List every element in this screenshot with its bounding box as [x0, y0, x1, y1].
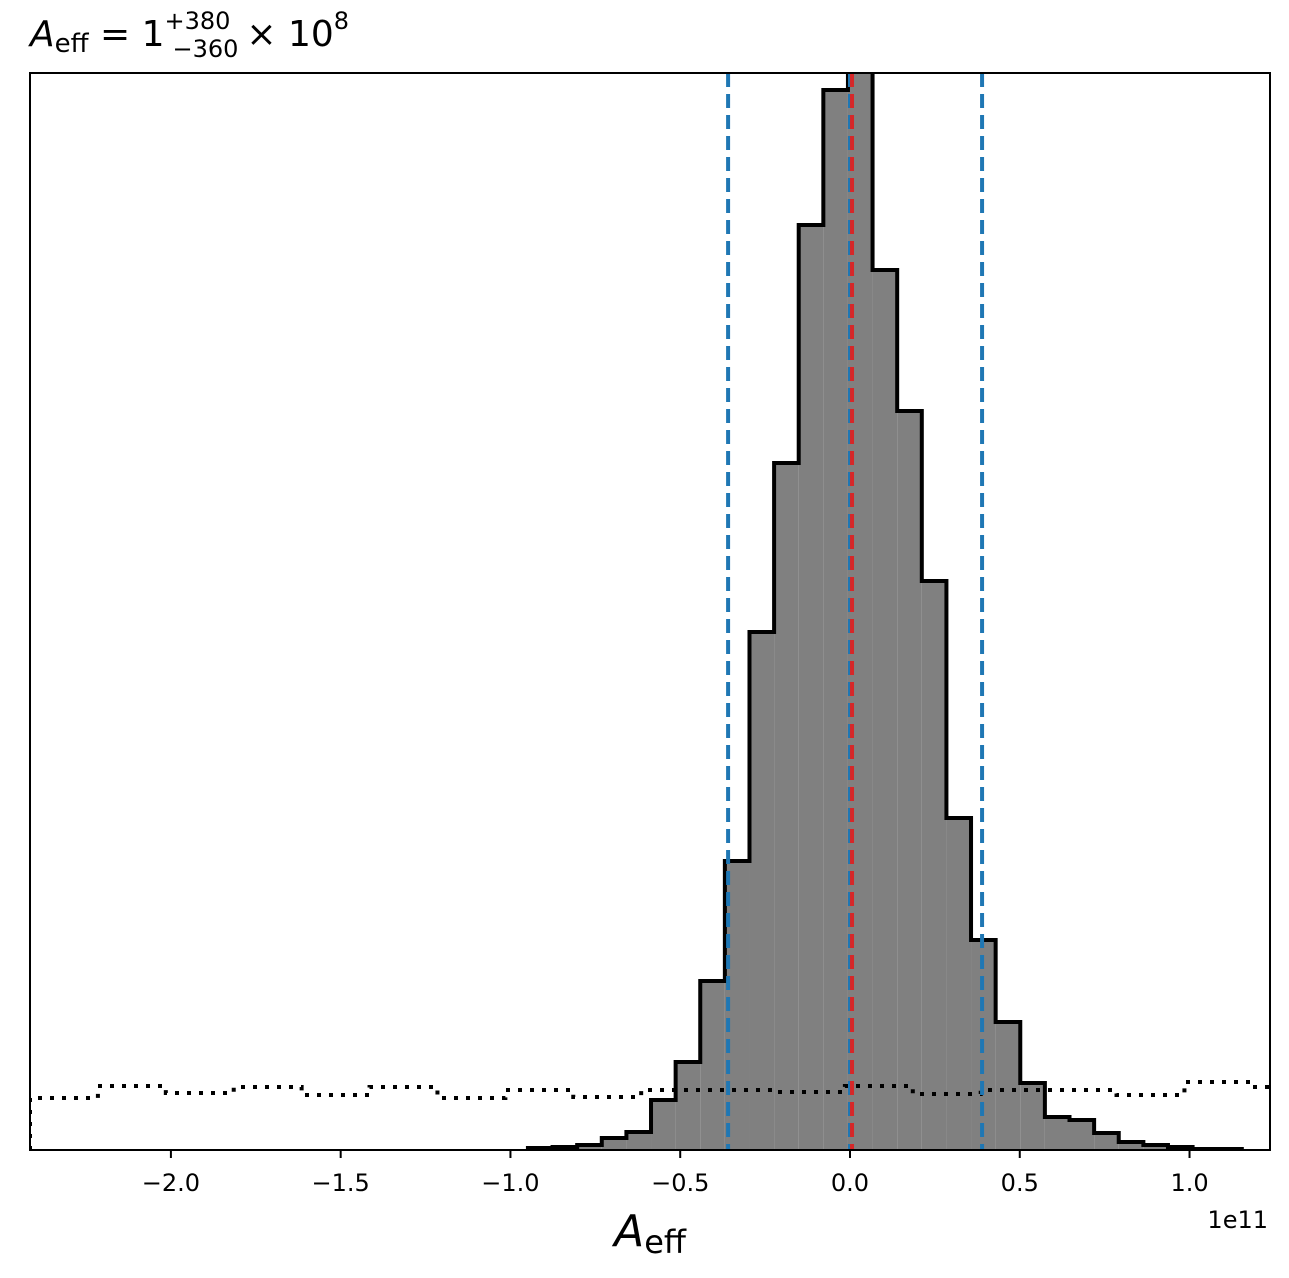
bar — [1143, 1145, 1168, 1150]
bar — [1020, 1083, 1045, 1150]
bar — [1069, 1120, 1095, 1150]
bar — [921, 581, 947, 1150]
bar — [1044, 1117, 1070, 1150]
title-sup: +380 — [165, 7, 231, 35]
x-tick-label: −2.0 — [142, 1169, 200, 1197]
bar — [626, 1132, 652, 1150]
bar — [700, 981, 725, 1150]
bar — [774, 463, 799, 1150]
bar — [897, 411, 922, 1150]
bar — [1118, 1142, 1144, 1150]
x-axis-label: Aeff — [611, 1206, 687, 1261]
title-sub: −360 — [172, 35, 238, 63]
bar — [995, 1022, 1021, 1150]
bar — [946, 818, 972, 1150]
bar — [577, 1145, 602, 1150]
x-tick-label: −0.5 — [651, 1169, 709, 1197]
bar — [749, 632, 775, 1150]
bar — [675, 1062, 701, 1150]
offset-text: 1e11 — [1207, 1206, 1268, 1234]
x-tick-label: −1.0 — [481, 1169, 539, 1197]
bar — [601, 1138, 627, 1150]
title-subscript: eff — [55, 29, 90, 59]
axes-frame — [29, 72, 1271, 1151]
bar — [651, 1100, 676, 1150]
bar — [823, 90, 848, 1150]
title-equals: = 1 — [89, 14, 165, 55]
x-tick-label: −1.5 — [312, 1169, 370, 1197]
chart-title: Aeff = 1+380 −360 × 108 — [28, 7, 349, 63]
x-tick-label: 1.0 — [1170, 1169, 1208, 1197]
hist-outline — [525, 73, 1244, 1150]
title-times: × 10 — [246, 14, 333, 55]
bar — [1094, 1133, 1119, 1150]
plot-area — [30, 73, 1270, 1150]
xlabel-symbol: A — [611, 1206, 644, 1257]
x-tick-label: 0.5 — [1001, 1169, 1039, 1197]
x-tick-label: 0.0 — [831, 1169, 869, 1197]
bar — [798, 225, 824, 1150]
xlabel-subscript: eff — [644, 1223, 687, 1261]
prior-outline — [30, 1080, 1270, 1150]
bar — [872, 270, 898, 1150]
title-exp: 8 — [334, 7, 349, 35]
title-symbol: A — [28, 14, 55, 55]
